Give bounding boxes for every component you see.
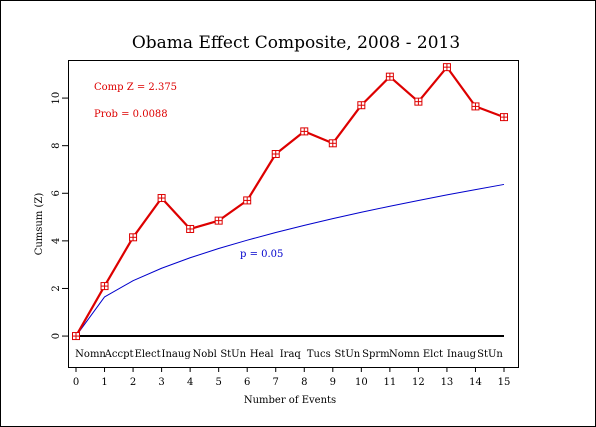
x-tick-label: 10: [355, 377, 368, 388]
y-tick-label: 8: [51, 142, 62, 148]
y-tick-label: 0: [51, 333, 62, 339]
event-label: Inaug: [162, 349, 192, 360]
data-point: [300, 127, 309, 136]
event-label: Accpt: [104, 349, 134, 360]
event-label: Tucs: [307, 349, 331, 360]
data-point: [186, 224, 195, 233]
plot-area: [68, 60, 519, 368]
event-label: StUn: [477, 349, 503, 360]
data-point: [442, 63, 451, 72]
annotation-comp-z: Comp Z = 2.375: [94, 82, 177, 93]
event-label: Elct: [423, 349, 443, 360]
threshold-line: [75, 183, 505, 337]
data-point: [385, 72, 394, 81]
data-point: [100, 282, 109, 291]
data-point: [414, 97, 423, 106]
x-tick-label: 4: [187, 377, 193, 388]
x-tick-label: 8: [301, 377, 307, 388]
y-axis-ticks: 0 2 4 6 8 10: [51, 92, 68, 339]
chart-title: Obama Effect Composite, 2008 - 2013: [132, 33, 460, 53]
x-tick-label: 6: [244, 377, 250, 388]
event-label: StUn: [334, 349, 360, 360]
x-tick-label: 3: [158, 377, 164, 388]
data-point: [271, 150, 280, 159]
data-point: [328, 139, 337, 148]
x-tick-label: 9: [330, 377, 336, 388]
annotation-prob: Prob = 0.0088: [94, 109, 168, 120]
event-label: Iraq: [280, 349, 302, 360]
event-label: Elect: [135, 349, 161, 360]
x-tick-label: 0: [73, 377, 79, 388]
x-tick-label: 13: [441, 377, 454, 388]
event-label: Nobl: [192, 349, 216, 360]
x-tick-label: 12: [412, 377, 425, 388]
data-point: [500, 113, 508, 122]
y-tick-label: 6: [51, 190, 62, 196]
y-tick-label: 10: [51, 92, 62, 105]
data-point: [243, 196, 252, 205]
event-label: Sprm: [362, 349, 390, 360]
data-point: [471, 102, 480, 111]
x-tick-label: 15: [498, 377, 511, 388]
y-tick-label: 4: [51, 238, 62, 244]
x-axis-label: Number of Events: [244, 395, 336, 406]
event-label: StUn: [220, 349, 246, 360]
x-tick-label: 11: [383, 377, 396, 388]
x-axis-ticks: 0 1 2 3 4 5 6 7 8 9 10 11 12 13 14 15: [73, 367, 511, 388]
event-label: Heal: [250, 349, 274, 360]
x-tick-label: 2: [130, 377, 136, 388]
data-point: [357, 101, 366, 110]
annotation-p-threshold: p = 0.05: [240, 249, 283, 260]
event-label: Inaug: [447, 349, 477, 360]
y-axis-label: Cumsum (Z): [34, 193, 45, 256]
data-point: [72, 332, 80, 341]
event-label: Nomn: [389, 349, 420, 360]
series-layer: [72, 63, 508, 341]
data-point: [157, 194, 166, 203]
x-tick-label: 5: [215, 377, 221, 388]
data-point: [129, 233, 138, 242]
data-point: [214, 216, 223, 225]
x-tick-label: 14: [469, 377, 482, 388]
x-tick-label: 7: [273, 377, 279, 388]
event-label: Nomn: [75, 349, 106, 360]
cumsum-line: [75, 66, 505, 337]
x-tick-label: 1: [101, 377, 107, 388]
y-tick-label: 2: [51, 285, 62, 291]
